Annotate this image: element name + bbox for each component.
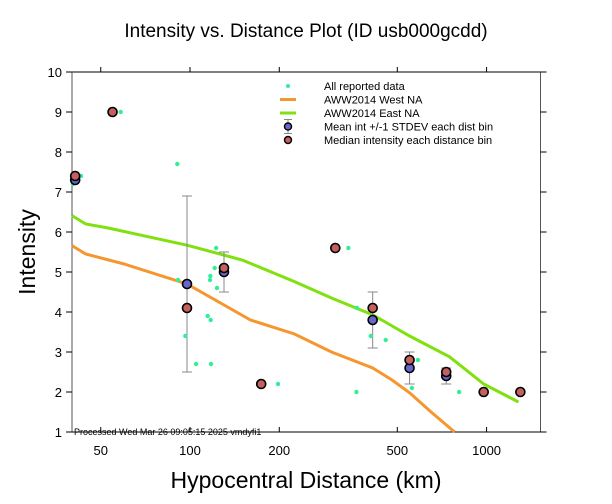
median-bin-marker	[181, 302, 193, 314]
legend-mean-icon	[283, 122, 293, 131]
reported-point	[183, 333, 188, 339]
x-tick-label: 100	[179, 443, 201, 458]
processed-footer: Processed Wed Mar 26 09:05:15 2025 vmdyf…	[74, 427, 261, 437]
reported-point	[354, 305, 360, 311]
median-bin-marker	[367, 302, 378, 314]
reported-point	[213, 245, 219, 251]
reported-point	[205, 313, 210, 319]
reported-point	[208, 273, 213, 279]
y-tick-label: 9	[55, 105, 62, 120]
legend-label: All reported data	[324, 81, 406, 93]
y-axis: 1 2 3 4 5 6 7 8 9 10	[48, 65, 547, 440]
reported-point	[208, 317, 213, 323]
reported-point	[175, 161, 180, 167]
median-bin-marker	[107, 106, 118, 118]
x-tick-label: 500	[386, 443, 408, 458]
x-axis-label: Hypocentral Distance (km)	[171, 467, 442, 493]
legend-label: AWW2014 East NA	[324, 108, 420, 120]
x-axis: 50 100 200 500 1000	[94, 67, 501, 458]
median-bin-marker	[255, 378, 267, 390]
y-tick-label: 6	[55, 225, 62, 240]
y-tick-label: 2	[55, 385, 62, 400]
reported-point	[118, 109, 123, 115]
y-tick-label: 5	[55, 265, 62, 280]
y-tick-label: 3	[55, 345, 62, 360]
reported-point	[409, 385, 415, 391]
median-bin-marker	[404, 354, 415, 366]
median-bin-marker	[69, 170, 81, 182]
x-tick-label: 50	[94, 443, 108, 458]
x-tick-label: 1000	[472, 443, 501, 458]
y-tick-label: 4	[55, 305, 62, 320]
reported-point	[208, 361, 214, 367]
reported-point	[193, 361, 199, 367]
reported-point	[456, 389, 462, 395]
reported-point	[346, 245, 351, 251]
chart-title: Intensity vs. Distance Plot (ID usb000gc…	[124, 21, 487, 42]
reported-point	[175, 277, 181, 283]
reported-point	[207, 277, 213, 283]
mean-bin-marker	[367, 314, 378, 326]
legend-label: Median intensity each distance bin	[324, 135, 492, 147]
reported-point	[383, 337, 388, 343]
plot-frame	[71, 71, 541, 433]
legend-reported-icon	[286, 84, 290, 88]
y-tick-label: 7	[55, 185, 62, 200]
legend: All reported data AWW2014 West NAAWW2014 …	[280, 81, 493, 147]
mean-bin-marker	[181, 278, 193, 290]
y-tick-label: 10	[48, 65, 62, 80]
legend-label: AWW2014 West NA	[324, 95, 423, 107]
y-axis-label: Intensity	[14, 209, 40, 295]
reported-point	[214, 285, 220, 291]
median-bin-marker	[218, 262, 230, 274]
reported-point	[368, 333, 373, 339]
model-curves	[71, 214, 520, 434]
reported-point	[354, 389, 359, 395]
bin-markers	[69, 106, 526, 398]
reported-point	[415, 357, 421, 363]
reported-point	[275, 381, 281, 387]
median-bin-marker	[330, 242, 341, 254]
median-bin-marker	[440, 366, 452, 378]
reported-point	[212, 265, 217, 271]
median-bin-marker	[515, 386, 526, 398]
legend-label: Mean int +/-1 STDEV each dist bin	[324, 122, 493, 134]
x-tick-label: 200	[268, 443, 290, 458]
west-na-curve	[71, 244, 456, 434]
legend-median-icon	[283, 135, 293, 145]
east-na-curve	[71, 214, 520, 404]
y-tick-label: 1	[55, 425, 62, 440]
y-tick-label: 8	[55, 145, 62, 160]
median-bin-marker	[478, 386, 490, 398]
reported-points	[70, 109, 462, 395]
